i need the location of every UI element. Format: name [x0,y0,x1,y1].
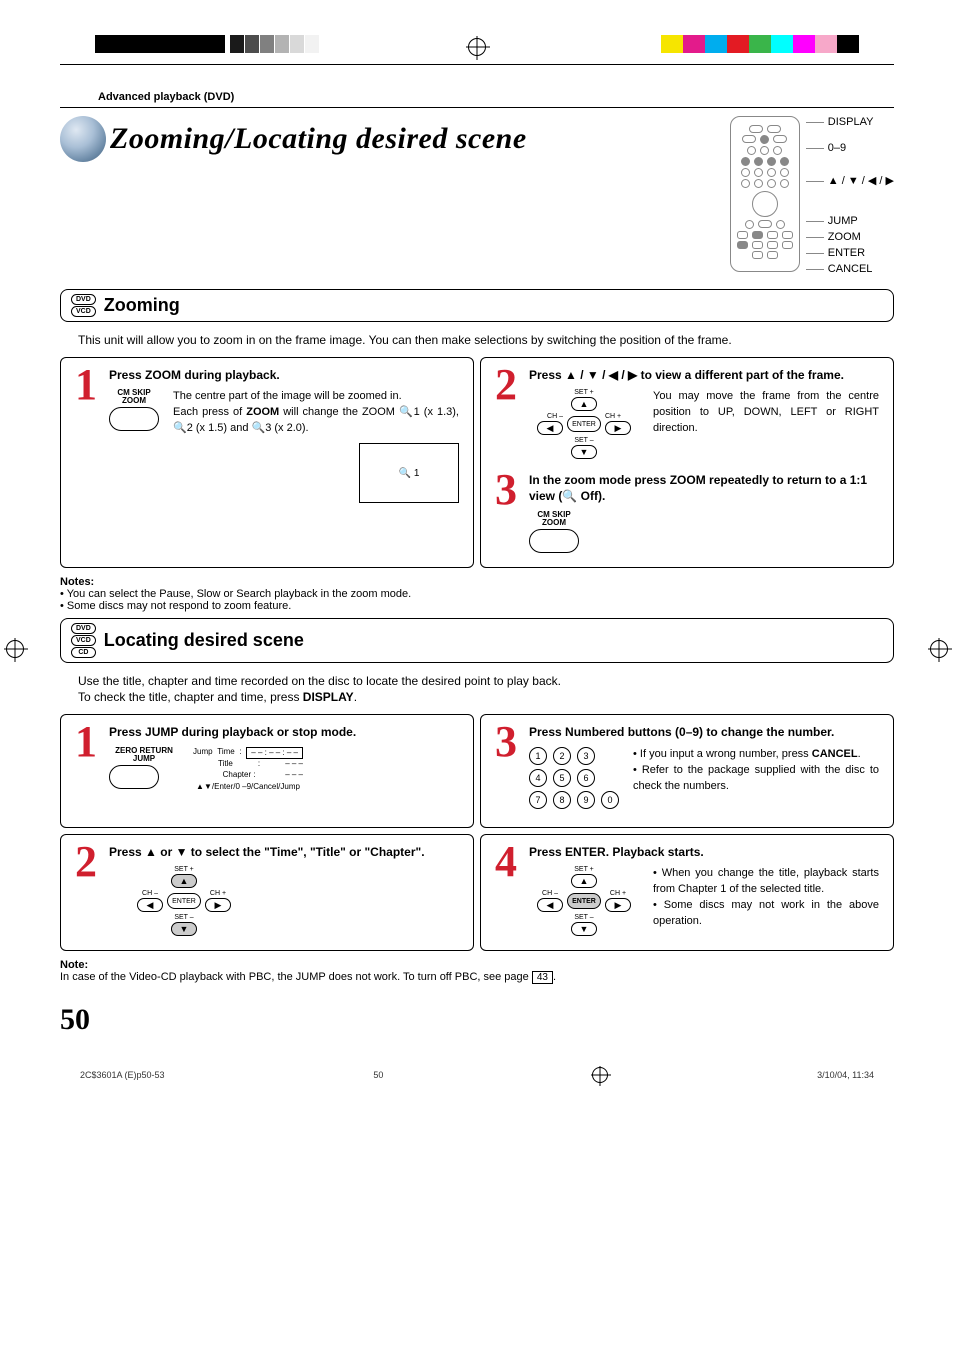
step-title: In the zoom mode press ZOOM repeatedly t… [529,473,879,504]
button-caption: ZOOM [109,397,159,405]
crosshair-icon [930,640,948,658]
print-registration-bar [60,30,894,60]
zoom-button-graphic: CM SKIP ZOOM [109,389,159,431]
steps-left: 1 Press ZOOM during playback. CM SKIP ZO… [60,357,474,568]
step-title: Press ▲ or ▼ to select the "Time", "Titl… [109,845,459,861]
black-block [95,35,225,53]
badge-cd: CD [71,647,96,658]
badge-dvd: DVD [71,294,96,305]
notes-block: Notes: You can select the Pause, Slow or… [60,576,894,612]
step-body: You may move the frame from the centre p… [653,389,879,437]
title-row: Zooming/Locating desired scene DISPLAY 0… [60,116,894,279]
dpad-graphic: SET + ▲ CH –◀ ENTER CH +▶ SET – ▼ [529,389,639,459]
jump-button-graphic: ZERO RETURN JUMP [109,747,179,789]
step-body: The centre part of the image will be zoo… [173,389,459,437]
step-number: 4 [495,845,521,878]
label-cancel: CANCEL [828,263,873,275]
remote-outline [730,116,800,272]
button-caption: JUMP [109,755,179,763]
label-zoom: ZOOM [828,231,861,243]
locating-steps-row2: 2 Press ▲ or ▼ to select the "Time", "Ti… [60,834,894,952]
badge-dvd: DVD [71,623,96,634]
step-title: Press ZOOM during playback. [109,368,459,384]
note-block: Note: In case of the Video-CD playback w… [60,959,894,983]
grey-swatches [230,35,320,53]
locating-steps-row1: 1 Press JUMP during playback or stop mod… [60,714,894,828]
footer-center: 50 [373,1070,383,1080]
button-caption: ZOOM [529,519,579,527]
page-ref: 43 [532,971,553,984]
section-intro: Use the title, chapter and time recorded… [78,673,894,707]
badge-vcd: VCD [71,306,96,317]
footer-left: 2C$3601A (E)p50-53 [80,1070,165,1080]
notes-title: Notes: [60,576,894,588]
print-footer: 2C$3601A (E)p50-53 50 3/10/04, 11:34 [60,1067,894,1083]
footer-right: 3/10/04, 11:34 [817,1070,874,1080]
decorative-sphere [60,116,106,162]
remote-labels: DISPLAY 0–9 ▲ / ▼ / ◀ / ▶ JUMP ZOOM ENTE… [806,116,894,279]
dpad-graphic: SET + ▲ CH –◀ ENTER CH +▶ SET – ▼ [529,866,639,936]
note-body: In case of the Video-CD playback with PB… [60,971,894,983]
steps-right: 2 Press ▲ / ▼ / ◀ / ▶ to view a differen… [480,357,894,568]
crosshair-icon [592,1067,608,1083]
steps-right: 3 Press Numbered buttons (0–9) to change… [480,714,894,828]
color-swatches [661,35,859,53]
step-title: Press Numbered buttons (0–9) to change t… [529,725,879,741]
numpad-graphic: 123 456 7890 [529,747,619,813]
step-2: 2 Press ▲ / ▼ / ◀ / ▶ to view a differen… [495,368,879,460]
step-body: If you input a wrong number, press CANCE… [633,747,879,795]
note-item: Some discs may not respond to zoom featu… [60,600,894,612]
step-number: 3 [495,473,521,506]
steps-right: 4 Press ENTER. Playback starts. SET + ▲ … [480,834,894,952]
page: Advanced playback (DVD) Zooming/Locating… [0,0,954,1113]
dpad-graphic: SET + ▲ CH –◀ ENTER CH +▶ SET – ▼ [129,866,239,936]
step-body: When you change the title, playback star… [653,866,879,930]
label-digits: 0–9 [828,142,846,154]
label-enter: ENTER [828,247,865,259]
format-badges: DVD VCD [71,294,96,317]
note-item: You can select the Pause, Slow or Search… [60,588,894,600]
rule [60,64,894,65]
step-number: 3 [495,725,521,758]
step-3: 3 In the zoom mode press ZOOM repeatedly… [495,473,879,552]
label-display: DISPLAY [828,116,874,128]
page-title: Zooming/Locating desired scene [110,122,527,156]
section-label: Advanced playback (DVD) [98,91,894,103]
steps-left: 1 Press JUMP during playback or stop mod… [60,714,474,828]
note-title: Note: [60,959,894,971]
page-number: 50 [60,1003,894,1037]
osd-preview: 🔍 1 [359,443,459,503]
section-title: Zooming [104,295,180,316]
zoom-button-graphic: CM SKIP ZOOM [529,511,579,553]
step-title: Press JUMP during playback or stop mode. [109,725,459,741]
step-3: 3 Press Numbered buttons (0–9) to change… [495,725,879,813]
page-title-block: Zooming/Locating desired scene [60,116,527,162]
format-badges: DVD VCD CD [71,623,96,658]
step-number: 1 [75,725,101,758]
step-1: 1 Press JUMP during playback or stop mod… [75,725,459,792]
label-arrows: ▲ / ▼ / ◀ / ▶ [828,175,894,187]
step-1: 1 Press ZOOM during playback. CM SKIP ZO… [75,368,459,503]
section-title: Locating desired scene [104,630,304,651]
osd-preview: JumpTime:– – : – – : – – Title:– – – Cha… [193,747,303,793]
steps-left: 2 Press ▲ or ▼ to select the "Time", "Ti… [60,834,474,952]
step-number: 1 [75,368,101,401]
rule [60,107,894,108]
step-title: Press ▲ / ▼ / ◀ / ▶ to view a different … [529,368,879,384]
badge-vcd: VCD [71,635,96,646]
remote-diagram: DISPLAY 0–9 ▲ / ▼ / ◀ / ▶ JUMP ZOOM ENTE… [730,116,894,279]
step-4: 4 Press ENTER. Playback starts. SET + ▲ … [495,845,879,937]
section-heading-zooming: DVD VCD Zooming [60,289,894,322]
section-heading-locating: DVD VCD CD Locating desired scene [60,618,894,663]
step-title: Press ENTER. Playback starts. [529,845,879,861]
crosshair-icon [6,640,24,658]
section-intro: This unit will allow you to zoom in on t… [78,332,894,349]
label-jump: JUMP [828,215,858,227]
crosshair-icon [468,38,486,56]
step-2: 2 Press ▲ or ▼ to select the "Time", "Ti… [75,845,459,937]
step-number: 2 [495,368,521,401]
zooming-steps: 1 Press ZOOM during playback. CM SKIP ZO… [60,357,894,568]
step-number: 2 [75,845,101,878]
